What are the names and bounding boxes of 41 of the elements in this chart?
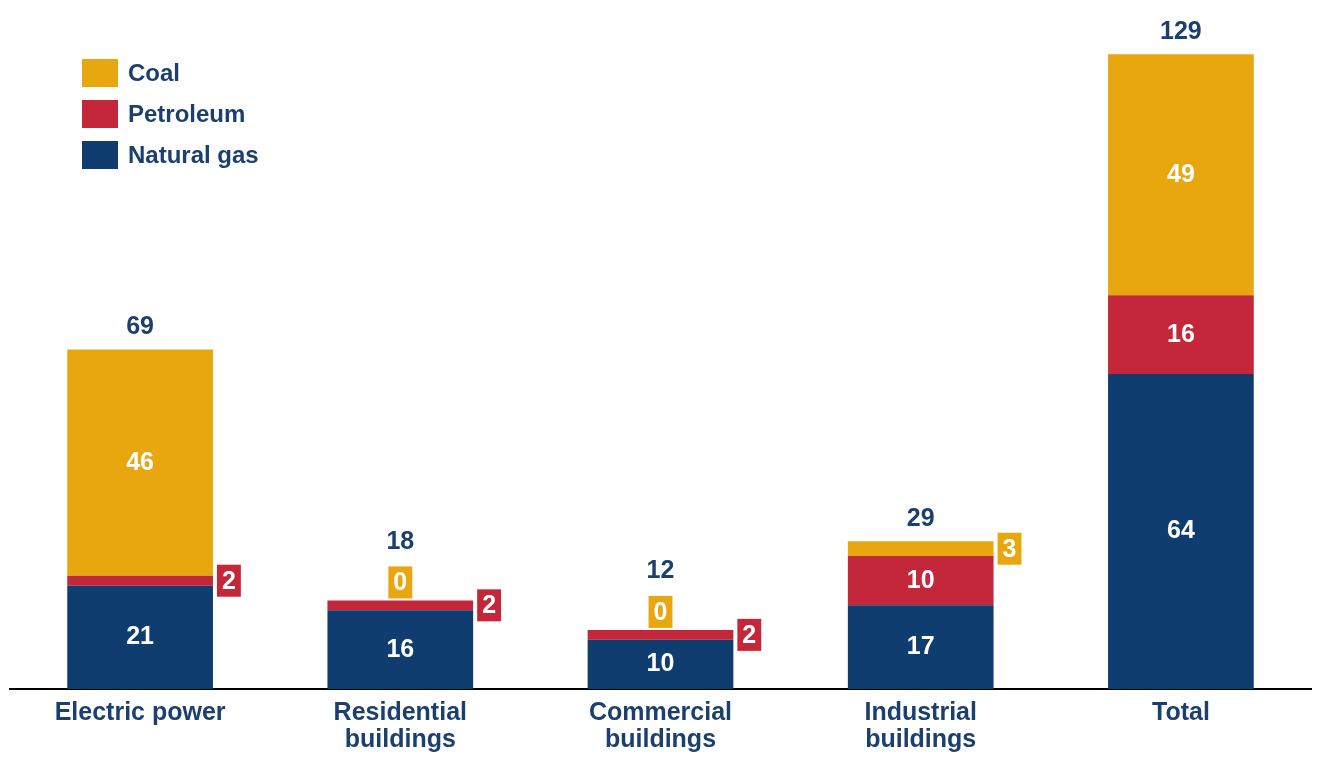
legend-label: Coal bbox=[128, 58, 181, 87]
data-label: 17 bbox=[906, 631, 935, 660]
bar bbox=[1108, 374, 1254, 689]
total-label: 18 bbox=[386, 525, 415, 554]
data-label: 10 bbox=[906, 564, 935, 593]
x-tick-label: Industrial buildings bbox=[864, 696, 977, 753]
bar bbox=[1108, 54, 1254, 296]
bar bbox=[1108, 295, 1254, 375]
total-label: 12 bbox=[646, 555, 675, 584]
data-label: 16 bbox=[386, 633, 415, 662]
data-label: 3 bbox=[1002, 533, 1017, 562]
data-label: 21 bbox=[126, 621, 155, 650]
x-tick-label: Total bbox=[1151, 696, 1210, 725]
bar bbox=[587, 639, 734, 689]
bar bbox=[327, 600, 474, 611]
data-label: 2 bbox=[221, 565, 236, 594]
data-label: 2 bbox=[742, 619, 757, 648]
data-label: 2 bbox=[482, 590, 497, 619]
x-tick-label: Electric power bbox=[54, 696, 226, 725]
bar bbox=[847, 556, 994, 606]
bar bbox=[327, 610, 474, 689]
x-tick-label: Commercial buildings bbox=[588, 696, 733, 753]
bar bbox=[67, 585, 213, 689]
total-label: 69 bbox=[126, 310, 155, 339]
data-label: 16 bbox=[1166, 318, 1195, 347]
bar bbox=[847, 605, 994, 689]
total-label: 129 bbox=[1160, 15, 1202, 44]
data-label: 49 bbox=[1166, 158, 1195, 187]
data-label: 64 bbox=[1166, 515, 1195, 544]
total-label: 29 bbox=[906, 502, 935, 531]
bar bbox=[847, 541, 994, 557]
legend-label: Natural gas bbox=[128, 140, 259, 169]
data-label: 0 bbox=[653, 596, 668, 625]
x-tick-label: Residential buildings bbox=[333, 696, 467, 753]
bar bbox=[587, 629, 734, 640]
data-label: 46 bbox=[126, 446, 155, 475]
legend-label: Petroleum bbox=[128, 99, 246, 128]
data-label: 0 bbox=[393, 567, 408, 596]
bar bbox=[67, 349, 213, 576]
data-label: 10 bbox=[646, 648, 675, 677]
bar bbox=[67, 575, 213, 586]
